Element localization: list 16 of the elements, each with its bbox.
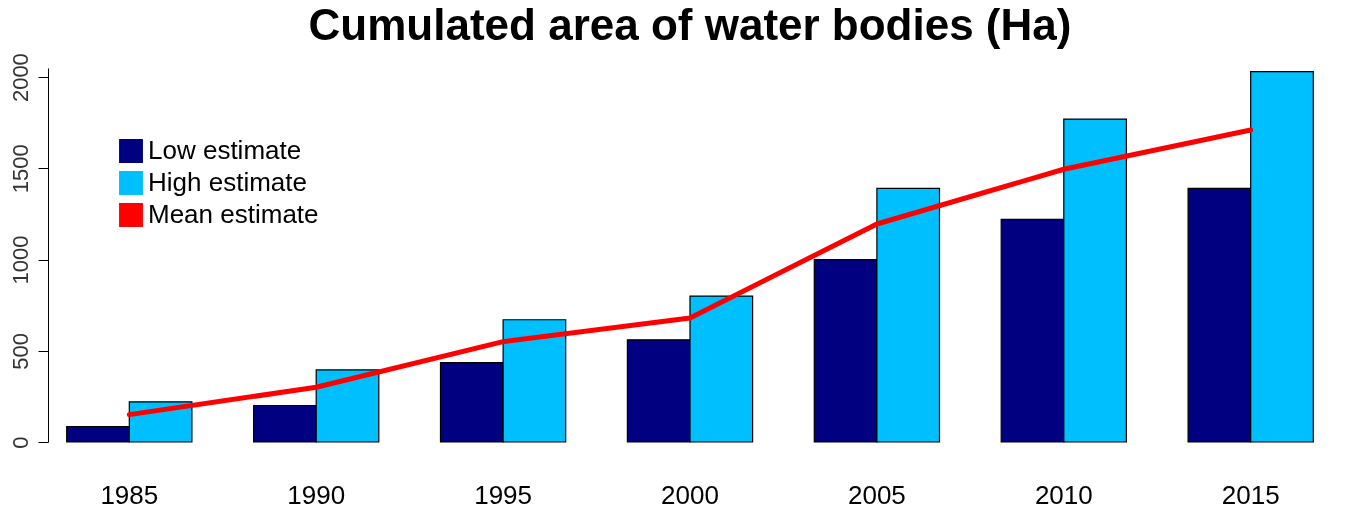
y-tick-label: 1500 <box>7 144 33 194</box>
x-tick-label: 2015 <box>1221 479 1280 510</box>
x-tick-label: 2005 <box>847 479 906 510</box>
y-tick-label: 1000 <box>7 235 33 285</box>
y-tick-label: 0 <box>7 436 33 449</box>
x-tick-label: 1985 <box>100 479 159 510</box>
legend-label: Low estimate <box>148 135 302 165</box>
chart-title: Cumulated area of water bodies (Ha) <box>308 0 1072 49</box>
y-tick-label: 500 <box>7 332 33 370</box>
x-tick-label: 2010 <box>1034 479 1093 510</box>
x-tick-label: 1990 <box>287 479 346 510</box>
legend-label: High estimate <box>148 167 307 197</box>
x-tick-label: 2000 <box>661 479 719 510</box>
y-tick-label: 2000 <box>7 53 33 103</box>
legend-label: Mean estimate <box>148 199 319 229</box>
x-tick-label: 1995 <box>474 479 533 510</box>
